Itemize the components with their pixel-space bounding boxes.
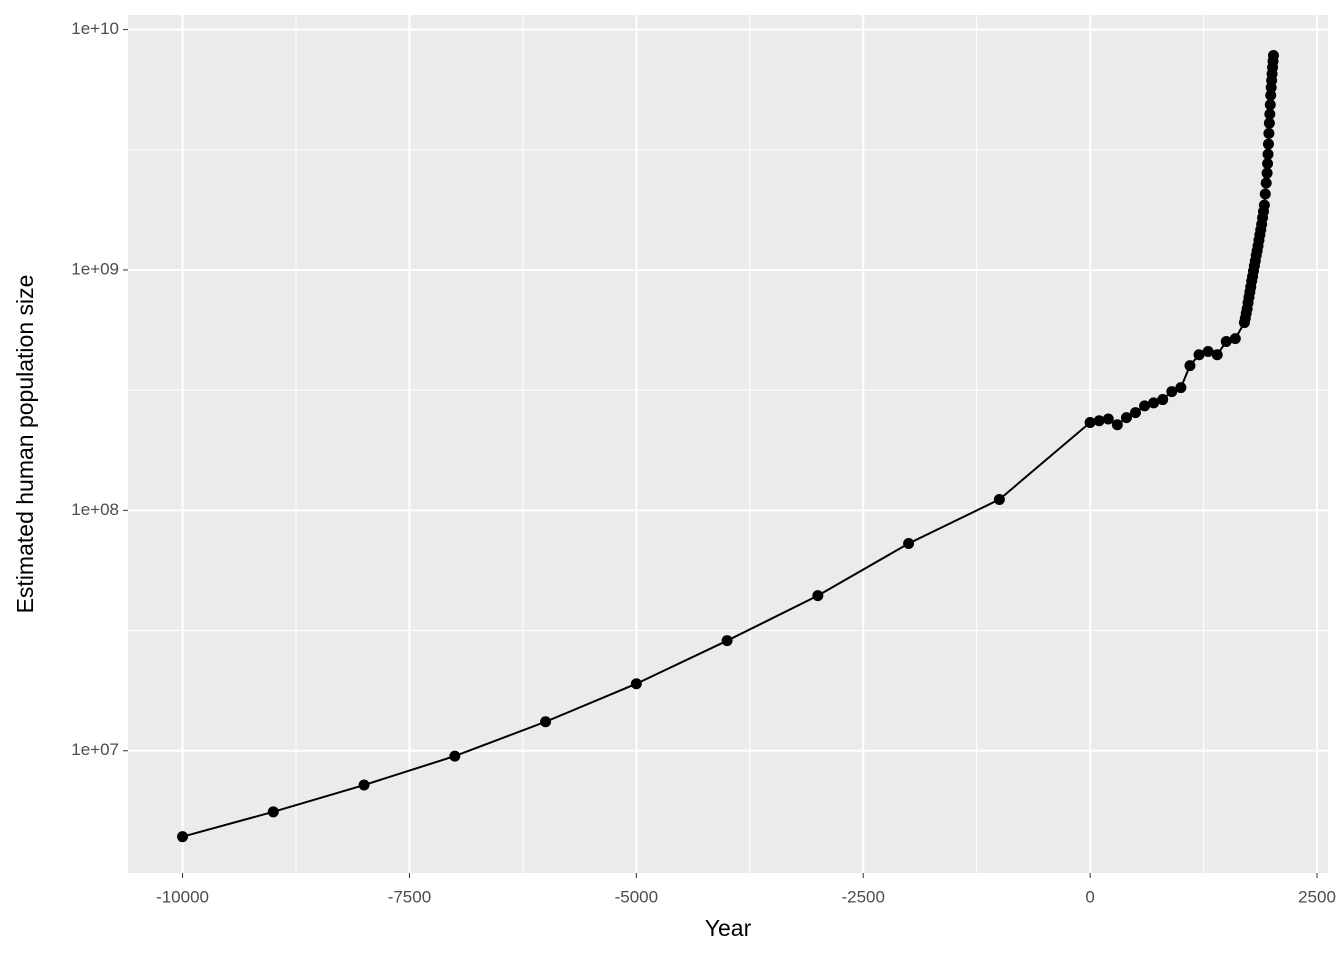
x-tick-label: -10000 <box>156 887 209 906</box>
x-axis-title: Year <box>705 915 752 941</box>
point <box>1130 407 1142 419</box>
point <box>1093 415 1105 427</box>
point <box>449 750 461 762</box>
point <box>1259 188 1271 200</box>
point <box>1264 99 1276 111</box>
point <box>1084 416 1096 428</box>
point <box>812 590 824 602</box>
point <box>358 779 370 791</box>
point <box>903 537 915 549</box>
point <box>1157 394 1169 406</box>
point <box>1193 349 1205 361</box>
y-tick-label: 1e+08 <box>71 500 119 519</box>
y-tick-label: 1e+10 <box>71 19 119 38</box>
point <box>1264 108 1276 120</box>
point <box>1267 50 1279 62</box>
point <box>1263 127 1275 139</box>
point <box>1262 158 1274 170</box>
point <box>1184 360 1196 372</box>
point <box>1229 333 1241 345</box>
point <box>1261 167 1273 179</box>
point <box>540 716 552 728</box>
point <box>721 635 733 647</box>
x-tick-label: 2500 <box>1298 887 1336 906</box>
point <box>1139 400 1151 412</box>
point <box>1102 413 1114 425</box>
panel <box>128 15 1328 873</box>
point <box>1202 345 1214 357</box>
point <box>1120 412 1132 424</box>
point <box>267 806 279 818</box>
point <box>630 678 642 690</box>
point <box>1148 397 1160 409</box>
point <box>1258 199 1270 211</box>
point <box>1262 138 1274 150</box>
point <box>1211 349 1223 361</box>
point <box>1111 419 1123 431</box>
x-tick-label: -7500 <box>388 887 431 906</box>
point <box>993 493 1005 505</box>
point <box>177 831 189 843</box>
point <box>1263 117 1275 129</box>
point <box>1220 336 1232 348</box>
marks <box>177 50 1279 843</box>
y-tick-label: 1e+07 <box>71 740 119 759</box>
y-axis-title: Estimated human population size <box>12 275 38 614</box>
x-tick-label: -5000 <box>615 887 658 906</box>
grid <box>128 15 1328 873</box>
point <box>1262 148 1274 160</box>
y-tick-label: 1e+09 <box>71 259 119 278</box>
point <box>1260 177 1272 189</box>
point <box>1175 382 1187 394</box>
x-tick-label: -2500 <box>841 887 884 906</box>
x-tick-label: 0 <box>1085 887 1094 906</box>
point <box>1166 386 1178 398</box>
